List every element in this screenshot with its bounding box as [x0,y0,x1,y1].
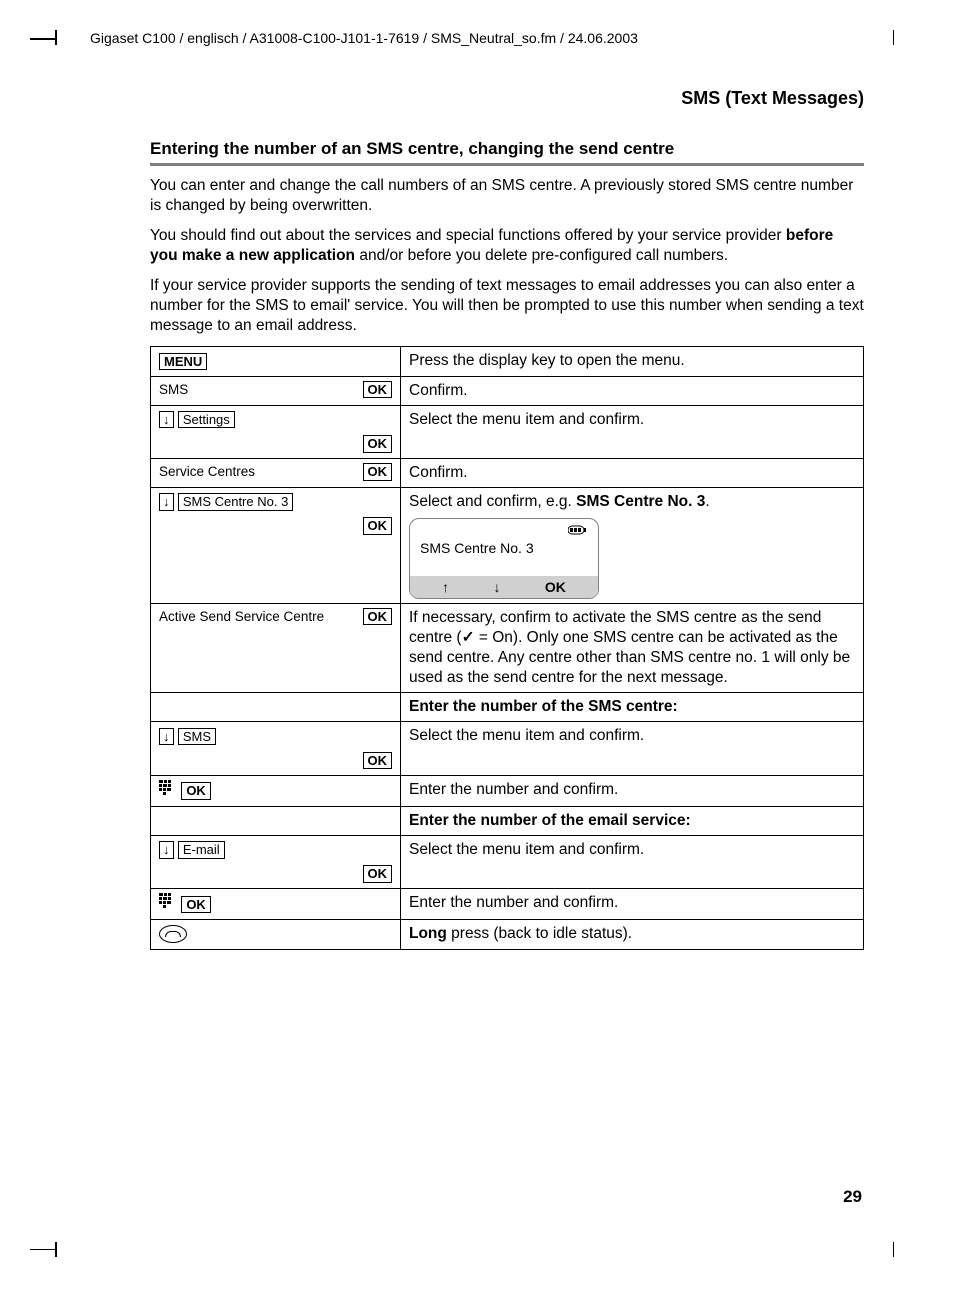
down-arrow-icon: ↓ [159,841,174,859]
long-text: press (back to idle status). [447,925,632,942]
desc-settings: Select the menu item and confirm. [401,405,864,458]
check-icon: ✓ [462,629,475,646]
heading-enter-email: Enter the number of the email service: [401,806,864,835]
phone-title: SMS Centre No. 3 [420,539,588,557]
down-arrow-icon: ↓ [159,411,174,429]
header-path: Gigaset C100 / englisch / A31008-C100-J1… [90,30,864,46]
table-row: Long press (back to idle status). [151,920,864,949]
ok-key: OK [363,435,393,453]
table-row: ↓ E-mail OK Select the menu item and con… [151,835,864,888]
desc-select-a: Select and confirm, e.g. [409,493,576,510]
steps-table: MENU Press the display key to open the m… [150,346,864,949]
table-row: ↓ Settings OK Select the menu item and c… [151,405,864,458]
ok-key: OK [363,381,393,399]
ok-key: OK [181,896,211,914]
table-row: Enter the number of the SMS centre: [151,693,864,722]
desc-active-b: = On). Only one SMS centre can be activa… [409,629,850,686]
paragraph-1: You can enter and change the call number… [150,176,864,216]
section-title: SMS (Text Messages) [90,88,864,109]
table-row: OK Enter the number and confirm. [151,775,864,806]
sms-centre-3-label: SMS Centre No. 3 [178,493,294,511]
sms-label: SMS [159,381,188,399]
table-row: MENU Press the display key to open the m… [151,347,864,376]
battery-icon [420,525,588,537]
desc-email-select: Select the menu item and confirm. [401,835,864,888]
ok-key: OK [363,463,393,481]
down-arrow-icon: ↓ [159,493,174,511]
para2-a: You should find out about the services a… [150,227,786,244]
table-row: OK Enter the number and confirm. [151,889,864,920]
heading-enter-sms: Enter the number of the SMS centre: [401,693,864,722]
desc-service-centres: Confirm. [401,459,864,488]
long-bold: Long [409,925,447,942]
desc-sms: Confirm. [401,376,864,405]
sms-label-2: SMS [178,728,216,746]
desc-select-bold: SMS Centre No. 3 [576,493,705,510]
paragraph-3: If your service provider supports the se… [150,276,864,336]
ok-key: OK [363,752,393,770]
desc-select-b: . [705,493,709,510]
keypad-icon [159,893,177,915]
up-arrow-icon: ↑ [442,578,449,596]
hangup-icon [159,925,187,943]
desc-enter-number-2: Enter the number and confirm. [401,889,864,920]
phone-ok: OK [545,578,566,596]
ok-key: OK [181,782,211,800]
paragraph-2: You should find out about the services a… [150,226,864,266]
ok-key: OK [363,517,393,535]
service-centres-label: Service Centres [159,463,255,481]
page-number: 29 [843,1187,862,1207]
table-row: ↓ SMS OK Select the menu item and confir… [151,722,864,775]
table-row: ↓ SMS Centre No. 3 OK Select and confirm… [151,488,864,604]
desc-sms-select: Select the menu item and confirm. [401,722,864,775]
desc-menu: Press the display key to open the menu. [401,347,864,376]
phone-display: SMS Centre No. 3 ↑ ↓ OK [409,518,599,598]
active-send-label: Active Send Service Centre [159,608,324,626]
table-row: Active Send Service Centre OK If necessa… [151,603,864,693]
down-arrow-icon: ↓ [493,578,500,596]
ok-key: OK [363,608,393,626]
ok-key: OK [363,865,393,883]
table-row: Enter the number of the email service: [151,806,864,835]
divider [150,163,864,166]
settings-label: Settings [178,411,235,429]
subsection-title: Entering the number of an SMS centre, ch… [90,139,864,159]
para2-b: and/or before you delete pre-configured … [355,247,728,264]
keypad-icon [159,780,177,802]
email-label: E-mail [178,841,225,859]
menu-key: MENU [159,353,207,371]
down-arrow-icon: ↓ [159,728,174,746]
table-row: SMS OK Confirm. [151,376,864,405]
desc-enter-number: Enter the number and confirm. [401,775,864,806]
table-row: Service Centres OK Confirm. [151,459,864,488]
